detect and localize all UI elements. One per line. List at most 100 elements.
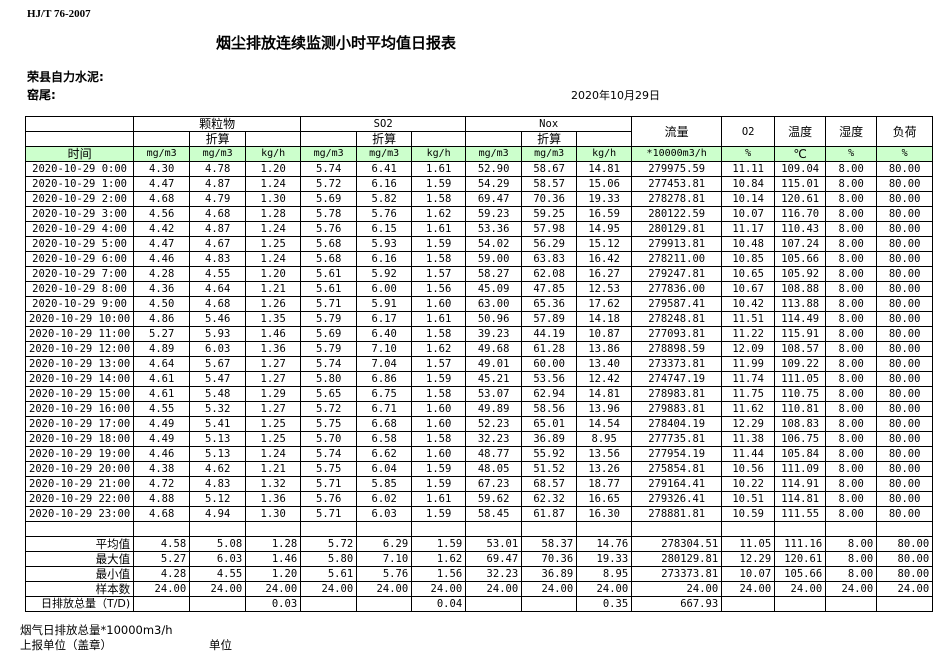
data-cell: 7.04 xyxy=(356,356,413,372)
table-row: 2020-10-29 4:00 4.42 4.87 1.24 5.76 6.15 1.61 5… xyxy=(24,221,934,237)
data-cell: 19.33 xyxy=(576,191,633,207)
data-cell: 5.47 xyxy=(189,371,247,387)
data-cell: 115.01 xyxy=(774,176,827,192)
data-cell: 45.09 xyxy=(465,281,523,297)
data-cell: 1.25 xyxy=(245,236,302,252)
data-cell: 278881.81 xyxy=(631,506,723,522)
data-cell: 667.93 xyxy=(631,596,723,612)
data-cell: 58.37 xyxy=(521,536,578,552)
data-cell: 5.74 xyxy=(300,161,358,177)
data-cell: 1.24 xyxy=(245,221,302,237)
data-cell: 5.76 xyxy=(356,206,413,222)
data-cell: 49.68 xyxy=(465,341,523,357)
data-cell: 65.36 xyxy=(521,296,578,312)
data-cell: 80.00 xyxy=(876,341,934,357)
data-cell: 10.87 xyxy=(576,326,633,342)
unit-cell: mg/m3 xyxy=(356,146,413,162)
row-label: 2020-10-29 15:00 xyxy=(24,386,135,402)
data-cell: 273373.81 xyxy=(631,356,723,372)
data-cell: 56.29 xyxy=(521,236,578,252)
data-cell: 24.00 xyxy=(189,581,247,597)
header-row-converted: 折算 折算 折算 xyxy=(24,131,933,147)
header-row-groups: 颗粒物 SO2 Nox 流量 O2 温度 湿度 负荷 xyxy=(24,116,934,147)
data-cell: 6.17 xyxy=(356,311,413,327)
header-o2: O2 xyxy=(721,116,776,147)
unit-cell: % xyxy=(825,146,878,162)
data-cell: 5.72 xyxy=(300,401,358,417)
row-label xyxy=(24,521,135,537)
table-row: 2020-10-29 5:00 4.47 4.67 1.25 5.68 5.93 1.59 5… xyxy=(24,236,934,252)
data-cell: 53.56 xyxy=(521,371,578,387)
data-cell: 68.57 xyxy=(521,476,578,492)
data-cell: 4.68 xyxy=(133,191,191,207)
data-cell: 8.00 xyxy=(825,356,878,372)
data-cell: 277453.81 xyxy=(631,176,723,192)
data-cell: 45.21 xyxy=(465,371,523,387)
data-cell: 1.28 xyxy=(245,536,302,552)
data-cell: 4.55 xyxy=(133,401,191,417)
data-cell: 277093.81 xyxy=(631,326,723,342)
data-cell: 110.81 xyxy=(774,401,827,417)
data-cell xyxy=(825,596,878,612)
data-cell: 1.27 xyxy=(245,356,302,372)
data-cell: 5.80 xyxy=(300,551,358,567)
data-cell: 48.77 xyxy=(465,446,523,462)
data-cell: 24.00 xyxy=(521,581,578,597)
data-cell: 4.42 xyxy=(133,221,191,237)
data-cell: 80.00 xyxy=(876,386,934,402)
data-cell: 4.28 xyxy=(133,266,191,282)
data-cell: 274747.19 xyxy=(631,371,723,387)
data-cell: 109.22 xyxy=(774,356,827,372)
data-cell: 5.69 xyxy=(300,191,358,207)
header-load: 负荷 xyxy=(876,116,934,147)
data-cell: 8.00 xyxy=(825,371,878,387)
data-cell: 69.47 xyxy=(465,191,523,207)
data-cell xyxy=(876,521,934,537)
data-cell: 5.13 xyxy=(189,431,247,447)
data-cell: 6.15 xyxy=(356,221,413,237)
table-row: 2020-10-29 9:00 4.50 4.68 1.26 5.71 5.91 1.60 6… xyxy=(24,296,934,312)
data-cell: 65.01 xyxy=(521,416,578,432)
data-cell: 1.57 xyxy=(411,356,467,372)
data-cell: 8.00 xyxy=(825,296,878,312)
data-cell: 80.00 xyxy=(876,431,934,447)
unit-label: 单位 xyxy=(209,638,232,652)
data-cell: 8.00 xyxy=(825,461,878,477)
data-cell: 10.22 xyxy=(721,476,776,492)
data-cell: 105.92 xyxy=(774,266,827,282)
data-cell: 11.51 xyxy=(721,311,776,327)
data-cell: 59.23 xyxy=(465,206,523,222)
header-converted: 折算 xyxy=(356,131,413,147)
data-cell: 36.89 xyxy=(521,566,578,582)
data-cell: 5.48 xyxy=(189,386,247,402)
data-cell: 111.05 xyxy=(774,371,827,387)
data-cell: 1.58 xyxy=(411,251,467,267)
data-cell: 8.00 xyxy=(825,506,878,522)
data-cell: 24.00 xyxy=(411,581,467,597)
data-cell: 5.71 xyxy=(300,476,358,492)
data-cell: 6.00 xyxy=(356,281,413,297)
data-cell: 278898.59 xyxy=(631,341,723,357)
data-cell: 1.62 xyxy=(411,206,467,222)
data-cell: 6.03 xyxy=(356,506,413,522)
data-cell: 4.36 xyxy=(133,281,191,297)
data-cell: 4.49 xyxy=(133,431,191,447)
data-cell: 12.29 xyxy=(721,551,776,567)
data-cell: 6.02 xyxy=(356,491,413,507)
row-label: 2020-10-29 9:00 xyxy=(24,296,135,312)
data-cell: 277735.81 xyxy=(631,431,723,447)
data-cell: 32.23 xyxy=(465,566,523,582)
data-cell: 80.00 xyxy=(876,206,934,222)
data-cell: 114.91 xyxy=(774,476,827,492)
data-cell: 4.64 xyxy=(133,356,191,372)
data-cell: 13.96 xyxy=(576,401,633,417)
table-row: 2020-10-29 2:00 4.68 4.79 1.30 5.69 5.82 1.58 6… xyxy=(24,191,934,207)
data-cell: 8.00 xyxy=(825,476,878,492)
header-blank xyxy=(133,131,191,147)
data-cell: 1.57 xyxy=(411,266,467,282)
data-cell: 1.30 xyxy=(245,506,302,522)
data-cell: 80.00 xyxy=(876,371,934,387)
daily-total-row: 日排放总量（T/D) 0.03 0.04 0.35 667.93 xyxy=(24,596,934,612)
header-blank xyxy=(465,131,523,147)
data-cell: 15.06 xyxy=(576,176,633,192)
